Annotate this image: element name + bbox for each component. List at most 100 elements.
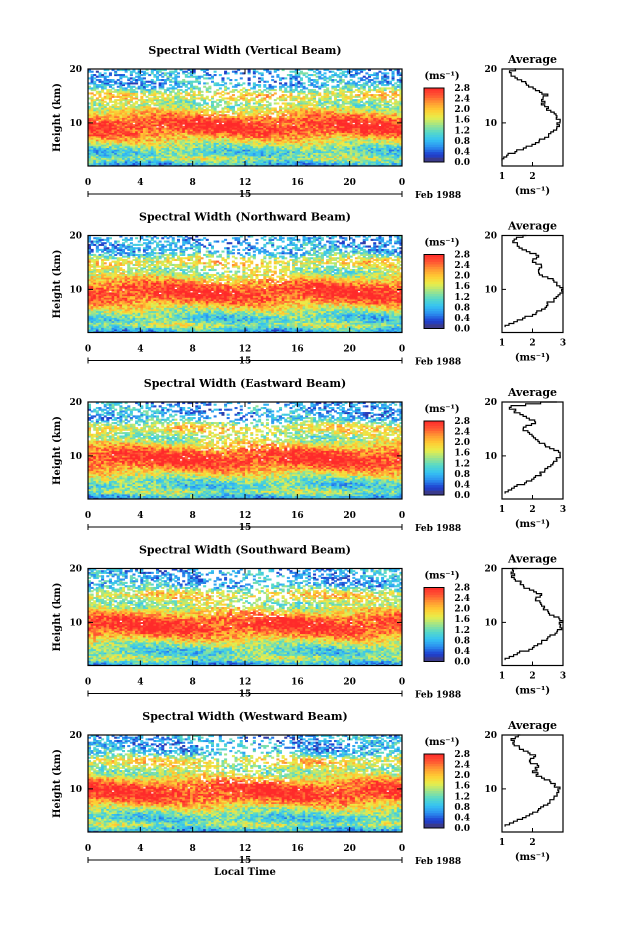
colorbar-swatch: [424, 597, 444, 600]
average-x-tick-label: 2: [529, 505, 535, 515]
colorbar-swatch: [424, 602, 444, 605]
colorbar-tick-label: 2.8: [454, 251, 470, 261]
y-tick-label: 20: [69, 398, 82, 408]
colorbar-tick-label: 2.4: [454, 95, 470, 105]
colorbar-swatch: [424, 448, 444, 451]
panel-3: Spectral Width (Eastward Beam)2010Height…: [52, 377, 566, 534]
colorbar-tick-label: 0.8: [454, 803, 470, 813]
panel-4: Spectral Width (Southward Beam)2010Heigh…: [52, 544, 566, 701]
colorbar-swatch: [424, 463, 444, 466]
average-x-label: (ms⁻¹): [515, 353, 550, 364]
average-y-tick-label: 20: [484, 565, 497, 575]
date-month-year: Feb 1988: [415, 857, 461, 867]
x-tick-label: 0: [85, 678, 91, 688]
colorbar-unit: (ms⁻¹): [424, 737, 459, 748]
colorbar-swatch: [424, 590, 444, 593]
x-tick-label: 8: [190, 511, 196, 521]
colorbar-swatch: [424, 441, 444, 444]
colorbar-swatch: [424, 796, 444, 799]
colorbar-swatch: [424, 649, 444, 652]
colorbar-swatch: [424, 483, 444, 486]
x-tick-label: 0: [399, 511, 405, 521]
colorbar-tick-label: 2.4: [454, 428, 470, 438]
colorbar-swatch: [424, 152, 444, 155]
panel-title: Spectral Width (Westward Beam): [142, 710, 347, 723]
x-tick-label: 8: [190, 678, 196, 688]
y-axis-label: Height (km): [52, 83, 63, 152]
average-profile-line: [505, 402, 560, 494]
heatmap-cells: [88, 735, 402, 832]
colorbar-tick-label: 2.4: [454, 761, 470, 771]
colorbar-swatch: [424, 786, 444, 789]
x-tick-label: 12: [239, 345, 252, 355]
average-profile-line: [505, 735, 560, 827]
colorbar-swatch: [424, 113, 444, 116]
colorbar-swatch: [424, 279, 444, 282]
colorbar-swatch: [424, 316, 444, 319]
colorbar-swatch: [424, 766, 444, 769]
colorbar-swatch: [424, 426, 444, 429]
panel-title: Spectral Width (Southward Beam): [139, 544, 351, 557]
panel-5: Spectral Width (Westward Beam)2010Height…: [52, 710, 563, 867]
colorbar-tick-label: 0.0: [454, 491, 470, 501]
average-y-tick-label: 10: [484, 285, 497, 295]
y-tick-label: 10: [69, 119, 82, 129]
colorbar-swatch: [424, 321, 444, 324]
average-y-tick-label: 20: [484, 731, 497, 741]
colorbar-swatch: [424, 615, 444, 618]
heatmap-cells: [88, 69, 402, 166]
average-x-label: (ms⁻¹): [515, 686, 550, 697]
colorbar-swatch: [424, 284, 444, 287]
colorbar-swatch: [424, 257, 444, 260]
colorbar-unit: (ms⁻¹): [424, 71, 459, 82]
colorbar-unit: (ms⁻¹): [424, 571, 459, 582]
colorbar: [424, 88, 444, 162]
x-tick-label: 16: [291, 178, 304, 188]
colorbar-swatch: [424, 634, 444, 637]
colorbar-swatch: [424, 158, 444, 162]
colorbar-swatch: [424, 127, 444, 130]
date-label: 15: [239, 856, 252, 866]
colorbar-swatch: [424, 776, 444, 779]
colorbar-swatch: [424, 658, 444, 662]
colorbar-swatch: [424, 115, 444, 118]
colorbar-swatch: [424, 443, 444, 446]
date-label: 15: [239, 190, 252, 200]
average-y-tick-label: 20: [484, 232, 497, 242]
x-tick-label: 16: [291, 678, 304, 688]
colorbar-swatch: [424, 304, 444, 307]
colorbar-swatch: [424, 620, 444, 623]
x-tick-label: 20: [343, 511, 356, 521]
colorbar-swatch: [424, 130, 444, 133]
colorbar-swatch: [424, 438, 444, 441]
colorbar-tick-label: 2.0: [454, 105, 470, 115]
colorbar-swatch: [424, 644, 444, 647]
colorbar-swatch: [424, 605, 444, 608]
colorbar-swatch: [424, 433, 444, 436]
x-tick-label: 4: [137, 178, 143, 188]
colorbar-tick-label: 2.8: [454, 84, 470, 94]
x-tick-label: 16: [291, 511, 304, 521]
colorbar-swatch: [424, 93, 444, 96]
colorbar-swatch: [424, 761, 444, 764]
colorbar-tick-label: 0.0: [454, 658, 470, 668]
colorbar-swatch: [424, 451, 444, 454]
x-tick-label: 0: [85, 178, 91, 188]
x-tick-label: 12: [239, 844, 252, 854]
colorbar-swatch: [424, 654, 444, 657]
colorbar-swatch: [424, 491, 444, 495]
average-x-tick-label: 2: [529, 838, 535, 848]
average-profile-line: [502, 69, 560, 161]
colorbar-swatch: [424, 639, 444, 642]
colorbar-swatch: [424, 793, 444, 796]
colorbar-swatch: [424, 319, 444, 322]
colorbar-swatch: [424, 306, 444, 309]
colorbar-swatch: [424, 431, 444, 434]
x-tick-label: 8: [190, 178, 196, 188]
colorbar-swatch: [424, 480, 444, 483]
x-tick-label: 4: [137, 678, 143, 688]
colorbar-swatch: [424, 135, 444, 138]
colorbar-swatch: [424, 155, 444, 158]
x-tick-label: 8: [190, 844, 196, 854]
colorbar-swatch: [424, 478, 444, 481]
